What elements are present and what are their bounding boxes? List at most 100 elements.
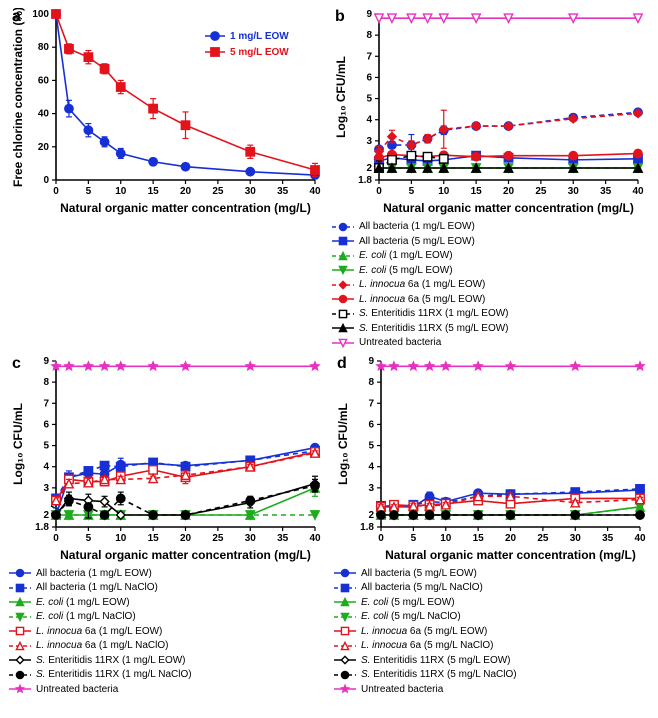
legend-item: All bacteria (1 mg/L EOW)	[331, 220, 485, 234]
svg-text:7: 7	[43, 398, 49, 409]
svg-text:Log₁₀ CFU/mL: Log₁₀ CFU/mL	[336, 403, 350, 485]
svg-text:30: 30	[568, 186, 580, 197]
svg-text:35: 35	[600, 186, 612, 197]
legend-item: S. Enteritidis 11RX (5 mg/L EOW)	[331, 322, 509, 336]
svg-text:15: 15	[148, 186, 160, 197]
panel-b: b 05101520253035401.823456789Natural org…	[331, 8, 650, 351]
legend-item: L. innocua 6a (1 mg/L NaClO)	[8, 639, 192, 653]
legend-label: Untreated bacteria	[36, 683, 118, 697]
legend-label: E. coli (5 mg/L EOW)	[361, 596, 455, 610]
legend-item: E. coli (1 mg/L NaClO)	[8, 610, 162, 624]
legend-label: All bacteria (1 mg/L EOW)	[359, 220, 475, 234]
legend-item: E. coli (5 mg/L EOW)	[331, 264, 485, 278]
panel-c: c 05101520253035401.823456789Natural org…	[8, 355, 325, 698]
legend-label: All bacteria (5 mg/L NaClO)	[361, 581, 483, 595]
legend-item: All bacteria (5 mg/L NaClO)	[333, 581, 487, 595]
chart-a: 0510152025303540020406080100Natural orga…	[8, 8, 323, 218]
legend-label: Untreated bacteria	[361, 683, 443, 697]
panel-b-label: b	[335, 8, 345, 26]
legend-item: Untreated bacteria	[333, 683, 517, 697]
svg-text:20: 20	[180, 186, 192, 197]
svg-text:6: 6	[366, 72, 372, 83]
svg-text:30: 30	[570, 533, 582, 544]
svg-text:2: 2	[368, 510, 374, 521]
panel-c-label: c	[12, 355, 21, 373]
svg-text:5 mg/L EOW: 5 mg/L EOW	[230, 47, 289, 58]
svg-text:8: 8	[368, 377, 374, 388]
svg-text:15: 15	[473, 533, 485, 544]
chart-b: 05101520253035401.823456789Natural organ…	[331, 8, 646, 218]
svg-text:0: 0	[376, 186, 382, 197]
svg-text:5: 5	[86, 533, 92, 544]
legend-label: S. Enteritidis 11RX (1 mg/L EOW)	[36, 654, 186, 668]
svg-text:Log₁₀ CFU/mL: Log₁₀ CFU/mL	[334, 56, 348, 138]
svg-text:25: 25	[212, 533, 224, 544]
legend-item: E. coli (1 mg/L EOW)	[331, 249, 485, 263]
legend-item: S. Enteritidis 11RX (5 mg/L NaClO)	[333, 668, 517, 682]
legend-label: All bacteria (5 mg/L EOW)	[359, 235, 475, 249]
legend-label: All bacteria (1 mg/L EOW)	[36, 567, 152, 581]
svg-text:1.8: 1.8	[35, 522, 49, 533]
legend-label: All bacteria (5 mg/L EOW)	[361, 567, 477, 581]
panel-d: d 05101520253035401.823456789Natural org…	[333, 355, 650, 698]
svg-text:3: 3	[43, 482, 49, 493]
svg-text:80: 80	[38, 42, 50, 53]
svg-text:7: 7	[366, 51, 372, 62]
svg-text:5: 5	[411, 533, 417, 544]
legend-label: L. innocua 6a (5 mg/L EOW)	[359, 293, 485, 307]
legend-item: S. Enteritidis 11RX (5 mg/L EOW)	[333, 654, 517, 668]
svg-text:0: 0	[43, 175, 49, 186]
svg-text:9: 9	[368, 356, 374, 367]
legend-label: S. Enteritidis 11RX (1 mg/L NaClO)	[36, 668, 192, 682]
legend-label: S. Enteritidis 11RX (5 mg/L EOW)	[359, 322, 509, 336]
svg-text:15: 15	[471, 186, 483, 197]
panel-a: a 0510152025303540020406080100Natural or…	[8, 8, 323, 351]
panel-a-label: a	[12, 8, 21, 26]
svg-text:7: 7	[368, 398, 374, 409]
legend-label: S. Enteritidis 11RX (1 mg/L EOW)	[359, 307, 509, 321]
svg-text:0: 0	[53, 186, 59, 197]
legend-item: All bacteria (1 mg/L NaClO)	[8, 581, 162, 595]
legend-item: All bacteria (5 mg/L EOW)	[331, 235, 485, 249]
svg-text:2: 2	[43, 510, 49, 521]
legend-label: E. coli (1 mg/L NaClO)	[36, 610, 136, 624]
svg-text:9: 9	[366, 9, 372, 20]
svg-text:40: 40	[634, 533, 646, 544]
svg-text:5: 5	[368, 440, 374, 451]
svg-text:40: 40	[38, 109, 50, 120]
legend-label: L. innocua 6a (1 mg/L NaClO)	[36, 639, 168, 653]
legend-c: All bacteria (1 mg/L EOW)All bacteria (1…	[8, 567, 325, 698]
svg-text:6: 6	[368, 419, 374, 430]
svg-text:15: 15	[148, 533, 160, 544]
svg-text:25: 25	[537, 533, 549, 544]
svg-text:20: 20	[180, 533, 192, 544]
legend-label: Untreated bacteria	[359, 336, 441, 350]
svg-text:8: 8	[43, 377, 49, 388]
figure-root: a 0510152025303540020406080100Natural or…	[0, 0, 658, 709]
svg-text:1 mg/L EOW: 1 mg/L EOW	[230, 31, 289, 42]
legend-label: L. innocua 6a (5 mg/L EOW)	[361, 625, 487, 639]
svg-text:5: 5	[366, 94, 372, 105]
legend-item: S. Enteritidis 11RX (1 mg/L EOW)	[331, 307, 509, 321]
legend-label: S. Enteritidis 11RX (5 mg/L EOW)	[361, 654, 511, 668]
legend-label: E. coli (5 mg/L NaClO)	[361, 610, 461, 624]
svg-text:5: 5	[409, 186, 415, 197]
svg-text:5: 5	[43, 440, 49, 451]
legend-item: S. Enteritidis 11RX (1 mg/L EOW)	[8, 654, 192, 668]
legend-label: E. coli (5 mg/L EOW)	[359, 264, 453, 278]
svg-text:Log₁₀ CFU/mL: Log₁₀ CFU/mL	[11, 403, 25, 485]
chart-d: 05101520253035401.823456789Natural organ…	[333, 355, 648, 565]
svg-text:4: 4	[366, 115, 372, 126]
legend-label: L. innocua 6a (1 mg/L EOW)	[359, 278, 485, 292]
svg-text:4: 4	[368, 461, 374, 472]
svg-text:Natural organic matter concent: Natural organic matter concentration (mg…	[383, 201, 634, 215]
svg-text:10: 10	[115, 186, 127, 197]
svg-text:10: 10	[438, 186, 450, 197]
svg-text:5: 5	[86, 186, 92, 197]
legend-item: L. innocua 6a (5 mg/L EOW)	[331, 293, 509, 307]
svg-text:9: 9	[43, 356, 49, 367]
svg-text:25: 25	[535, 186, 547, 197]
svg-text:10: 10	[115, 533, 127, 544]
legend-label: L. innocua 6a (5 mg/L NaClO)	[361, 639, 493, 653]
svg-text:2: 2	[366, 163, 372, 174]
